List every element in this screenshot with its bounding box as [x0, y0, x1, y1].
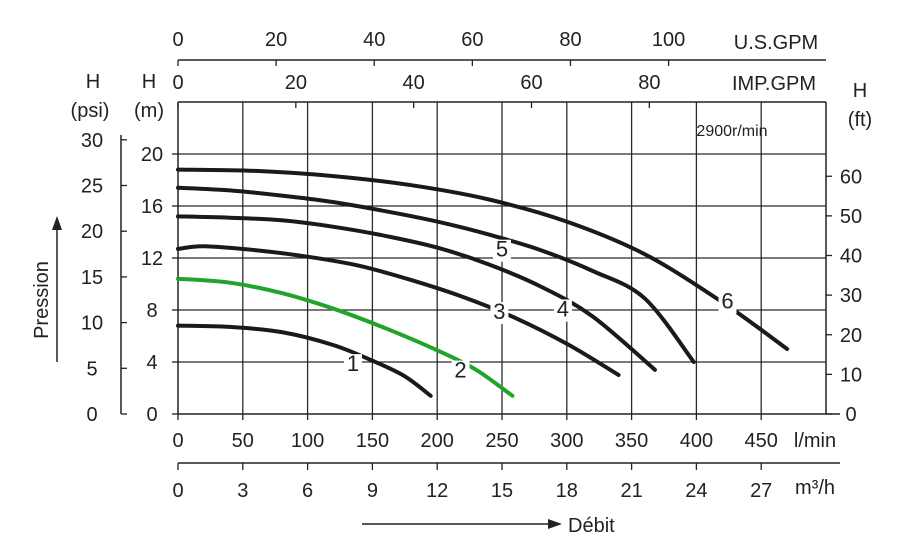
lmin-tick-label: 300 — [550, 430, 583, 452]
curve-label-2: 2 — [454, 358, 466, 383]
lmin-tick-label: 400 — [680, 430, 713, 452]
curve-label-bg-6 — [718, 291, 737, 314]
psi-tick-label: 5 — [86, 358, 97, 380]
debit-arrow-head — [548, 519, 562, 529]
lmin-tick-label: 50 — [232, 430, 254, 452]
imp-gpm-unit: IMP.GPM — [732, 73, 816, 95]
us-gpm-tick-label: 40 — [363, 29, 385, 51]
ft-tick-label: 60 — [840, 166, 862, 188]
curve-label-1: 1 — [347, 351, 359, 376]
curve-2 — [176, 276, 515, 398]
us-gpm-tick-label: 0 — [172, 29, 183, 51]
curve-label-6: 6 — [721, 289, 733, 314]
curve-label-4: 4 — [557, 297, 569, 322]
ft-tick-label: 50 — [840, 206, 862, 228]
m-tick-label: 8 — [146, 300, 157, 322]
us-gpm-tick-label: 60 — [461, 29, 483, 51]
m-tick-label: 20 — [141, 144, 163, 166]
imp-gpm-tick-label: 20 — [285, 72, 307, 94]
ft-tick-label: 10 — [840, 364, 862, 386]
curve-label-bg-1 — [343, 354, 362, 377]
psi-tick-label: 15 — [81, 267, 103, 289]
m-tick-label: 4 — [146, 352, 157, 374]
y-m-title-top: H — [142, 71, 156, 93]
m3h-tick-label: 18 — [556, 480, 578, 502]
psi-tick-label: 0 — [86, 404, 97, 426]
imp-gpm-tick-label: 0 — [172, 72, 183, 94]
us-gpm-tick-label: 100 — [652, 29, 685, 51]
psi-tick-label: 30 — [81, 130, 103, 152]
us-gpm-tick-label: 80 — [559, 29, 581, 51]
psi-tick-label: 10 — [81, 313, 103, 335]
m3h-tick-label: 9 — [367, 480, 378, 502]
m3h-unit: m³/h — [795, 477, 835, 499]
curves: 1 2 3 4 5 6 — [176, 167, 790, 398]
y-psi-title-bottom: (psi) — [71, 100, 110, 122]
m3h-tick-label: 27 — [750, 480, 772, 502]
psi-tick-label: 20 — [81, 221, 103, 243]
curve-label-bg-3 — [490, 302, 509, 325]
m3h-tick-label: 24 — [685, 480, 707, 502]
y-psi-title-top: H — [86, 71, 100, 93]
m3h-tick-label: 12 — [426, 480, 448, 502]
m3h-tick-label: 3 — [237, 480, 248, 502]
imp-gpm-tick-label: 60 — [520, 72, 542, 94]
lmin-tick-label: 450 — [745, 430, 778, 452]
m-tick-label: 12 — [141, 248, 163, 270]
imp-gpm-tick-label: 80 — [638, 72, 660, 94]
ft-tick-label: 0 — [845, 404, 856, 426]
m-tick-label: 0 — [146, 404, 157, 426]
y-ft-title-bottom: (ft) — [848, 109, 872, 131]
ft-tick-label: 40 — [840, 246, 862, 268]
m3h-tick-label: 0 — [172, 480, 183, 502]
curve-label-bg-5 — [493, 239, 511, 262]
m3h-tick-label: 6 — [302, 480, 313, 502]
lmin-tick-label: 250 — [485, 430, 518, 452]
m3h-tick-label: 21 — [620, 480, 642, 502]
pression-arrow-head — [52, 216, 62, 230]
y-m-title-bottom: (m) — [134, 100, 164, 122]
lmin-tick-label: 100 — [291, 430, 324, 452]
ft-tick-label: 30 — [840, 285, 862, 307]
lmin-tick-label: 150 — [356, 430, 389, 452]
lmin-tick-label: 0 — [172, 430, 183, 452]
ft-tick-label: 20 — [840, 325, 862, 347]
plot-frame — [120, 59, 840, 470]
imp-gpm-tick-label: 40 — [403, 72, 425, 94]
pression-title: Pression — [31, 261, 53, 339]
m3h-tick-label: 15 — [491, 480, 513, 502]
debit-title: Débit — [568, 515, 615, 537]
curve-4 — [176, 214, 657, 372]
m-tick-label: 16 — [141, 196, 163, 218]
speed-label: 2900r/min — [696, 123, 767, 140]
lmin-tick-label: 350 — [615, 430, 648, 452]
curve-label-bg-4 — [553, 299, 572, 322]
lmin-unit: l/min — [794, 430, 836, 452]
psi-tick-label: 25 — [81, 176, 103, 198]
curve-1 — [176, 323, 433, 398]
lmin-tick-label: 200 — [421, 430, 454, 452]
curve-label-bg-2 — [451, 360, 470, 383]
y-ft-title-top: H — [853, 80, 867, 102]
curve-label-3: 3 — [493, 299, 505, 324]
us-gpm-tick-label: 20 — [265, 29, 287, 51]
curve-5 — [176, 185, 696, 364]
curve-label-5: 5 — [496, 237, 508, 262]
us-gpm-unit: U.S.GPM — [734, 32, 818, 54]
curve-6 — [176, 167, 790, 351]
curve-3 — [176, 244, 621, 377]
